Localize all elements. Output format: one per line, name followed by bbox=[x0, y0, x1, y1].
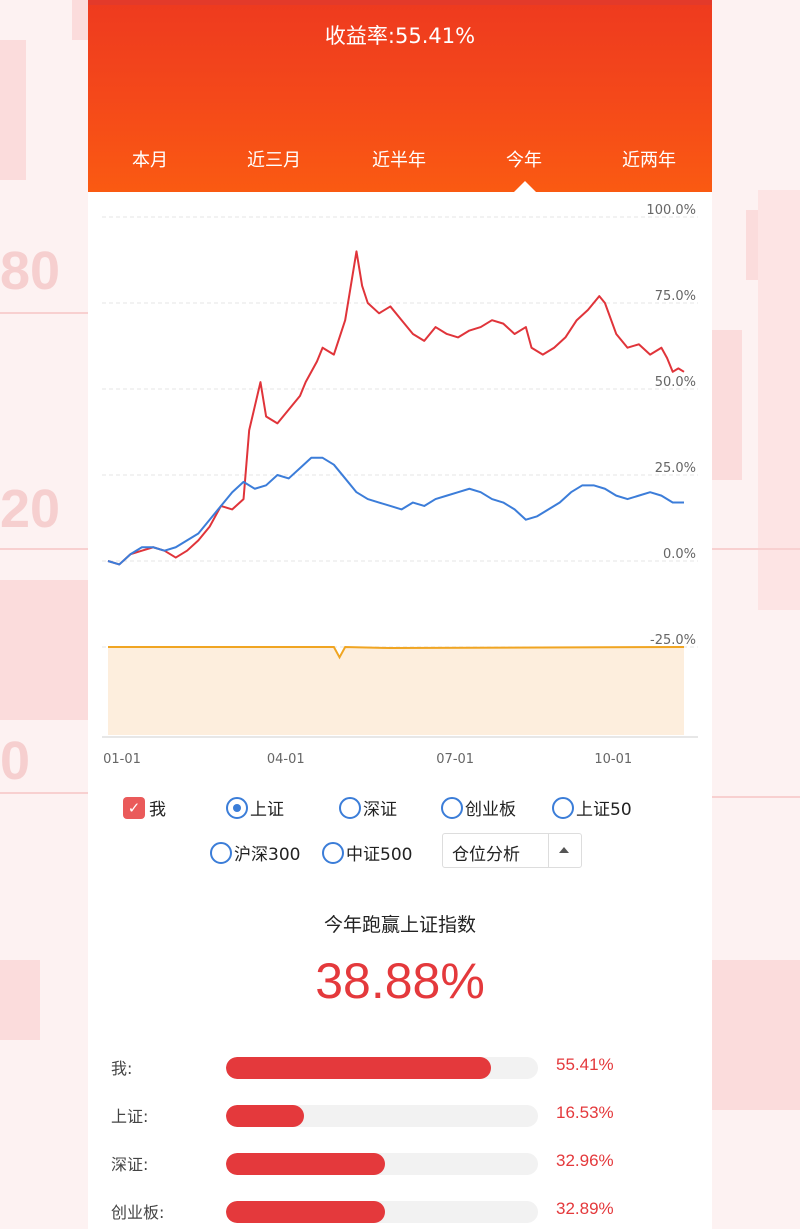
summary-title: 今年跑赢上证指数 bbox=[323, 914, 476, 936]
y-tick-label: 25.0% bbox=[655, 461, 696, 476]
comparison-bar bbox=[226, 1201, 386, 1223]
comparison-bar-track bbox=[226, 1057, 538, 1079]
option-shenzhen[interactable]: 深证 bbox=[339, 795, 397, 820]
comparison-label: 我: bbox=[111, 1059, 133, 1078]
position-analysis-select[interactable]: 仓位分析 bbox=[442, 833, 582, 868]
checkbox-icon[interactable]: ✓ bbox=[123, 796, 145, 819]
comparison-value: 55.41% bbox=[556, 1055, 614, 1074]
return-chart: 100.0% 75.0% 50.0% 25.0% 0.0% -25.0% 01-01 04-… bbox=[102, 203, 698, 767]
active-tab-indicator bbox=[514, 181, 536, 192]
tab-half-year[interactable]: 近半年 bbox=[372, 150, 426, 171]
period-tabs: 本月 近三月 近半年 今年 近两年 bbox=[88, 146, 712, 192]
tab-two-years[interactable]: 近两年 bbox=[622, 150, 676, 171]
option-shanghai-label: 上证 bbox=[250, 800, 284, 820]
comparison-label: 创业板: bbox=[111, 1203, 165, 1222]
radio-icon[interactable] bbox=[552, 796, 574, 819]
series-line-shanghai bbox=[107, 456, 684, 566]
comparison-value: 16.53% bbox=[556, 1103, 614, 1122]
header-panel: 收益率:55.41% 本月 近三月 近半年 今年 近两年 bbox=[88, 0, 712, 192]
y-tick-label: 50.0% bbox=[655, 375, 696, 390]
x-tick-label: 01-01 bbox=[103, 752, 141, 767]
option-shanghai[interactable]: 上证 bbox=[226, 795, 284, 820]
chart-series bbox=[107, 250, 685, 566]
radio-icon[interactable] bbox=[226, 796, 248, 819]
comparison-row: 深证: 32.96% bbox=[88, 1149, 712, 1179]
comparison-bar-track bbox=[226, 1201, 538, 1223]
radio-icon[interactable] bbox=[322, 841, 344, 864]
comparison-label: 深证: bbox=[111, 1155, 149, 1174]
header-top-strip bbox=[88, 0, 712, 5]
option-shenzhen-label: 深证 bbox=[363, 800, 397, 820]
option-sse50-label: 上证50 bbox=[576, 800, 632, 820]
position-area bbox=[108, 645, 685, 735]
return-rate-title: 收益率:55.41% bbox=[324, 24, 476, 48]
y-tick-label: 75.0% bbox=[655, 289, 696, 304]
radio-icon[interactable] bbox=[441, 796, 463, 819]
series-line-me bbox=[107, 250, 685, 566]
comparison-bar bbox=[226, 1105, 304, 1127]
comparison-bar bbox=[226, 1057, 492, 1079]
option-csi500[interactable]: 中证500 bbox=[322, 840, 412, 865]
select-divider bbox=[548, 834, 549, 867]
x-tick-label: 10-01 bbox=[594, 752, 632, 767]
option-csi300-label: 沪深300 bbox=[234, 845, 301, 865]
y-axis-ticks: 100.0% 75.0% 50.0% 25.0% 0.0% -25.0% bbox=[646, 203, 696, 648]
x-axis-ticks: 01-01 04-01 07-01 10-01 bbox=[103, 752, 632, 767]
y-tick-label: 100.0% bbox=[646, 203, 696, 218]
comparison-value: 32.96% bbox=[556, 1151, 614, 1170]
comparison-row: 创业板: 32.89% bbox=[88, 1197, 712, 1227]
x-tick-label: 07-01 bbox=[436, 752, 474, 767]
comparison-row: 我: 55.41% bbox=[88, 1053, 712, 1083]
comparison-row: 上证: 16.53% bbox=[88, 1101, 712, 1131]
option-csi500-label: 中证500 bbox=[346, 845, 413, 865]
option-csi300[interactable]: 沪深300 bbox=[210, 840, 300, 865]
tab-this-year[interactable]: 今年 bbox=[506, 150, 542, 171]
tab-this-month[interactable]: 本月 bbox=[132, 150, 168, 171]
y-tick-label: 0.0% bbox=[663, 547, 696, 562]
comparison-bar-track bbox=[226, 1153, 538, 1175]
y-tick-label: -25.0% bbox=[650, 633, 696, 648]
tab-three-months[interactable]: 近三月 bbox=[247, 150, 301, 171]
summary-value: 38.88% bbox=[315, 953, 485, 1009]
comparison-value: 32.89% bbox=[556, 1199, 614, 1218]
select-value: 仓位分析 bbox=[452, 845, 520, 865]
option-sse50[interactable]: 上证50 bbox=[552, 795, 632, 820]
option-chinext-label: 创业板 bbox=[465, 800, 516, 820]
comparison-bar bbox=[226, 1153, 386, 1175]
position-area-fill bbox=[108, 647, 684, 735]
caret-up-icon[interactable] bbox=[559, 847, 569, 853]
comparison-bar-track bbox=[226, 1105, 538, 1127]
app-screen: 收益率:55.41% 本月 近三月 近半年 今年 近两年 100.0% 75.0%… bbox=[88, 0, 712, 1229]
comparison-label: 上证: bbox=[111, 1107, 149, 1126]
option-me[interactable]: ✓ 我 bbox=[123, 795, 166, 820]
radio-icon[interactable] bbox=[339, 796, 361, 819]
x-tick-label: 04-01 bbox=[267, 752, 305, 767]
radio-icon[interactable] bbox=[210, 841, 232, 864]
option-me-label: 我 bbox=[149, 800, 166, 820]
option-chinext[interactable]: 创业板 bbox=[441, 795, 516, 820]
series-line-position bbox=[108, 645, 685, 660]
